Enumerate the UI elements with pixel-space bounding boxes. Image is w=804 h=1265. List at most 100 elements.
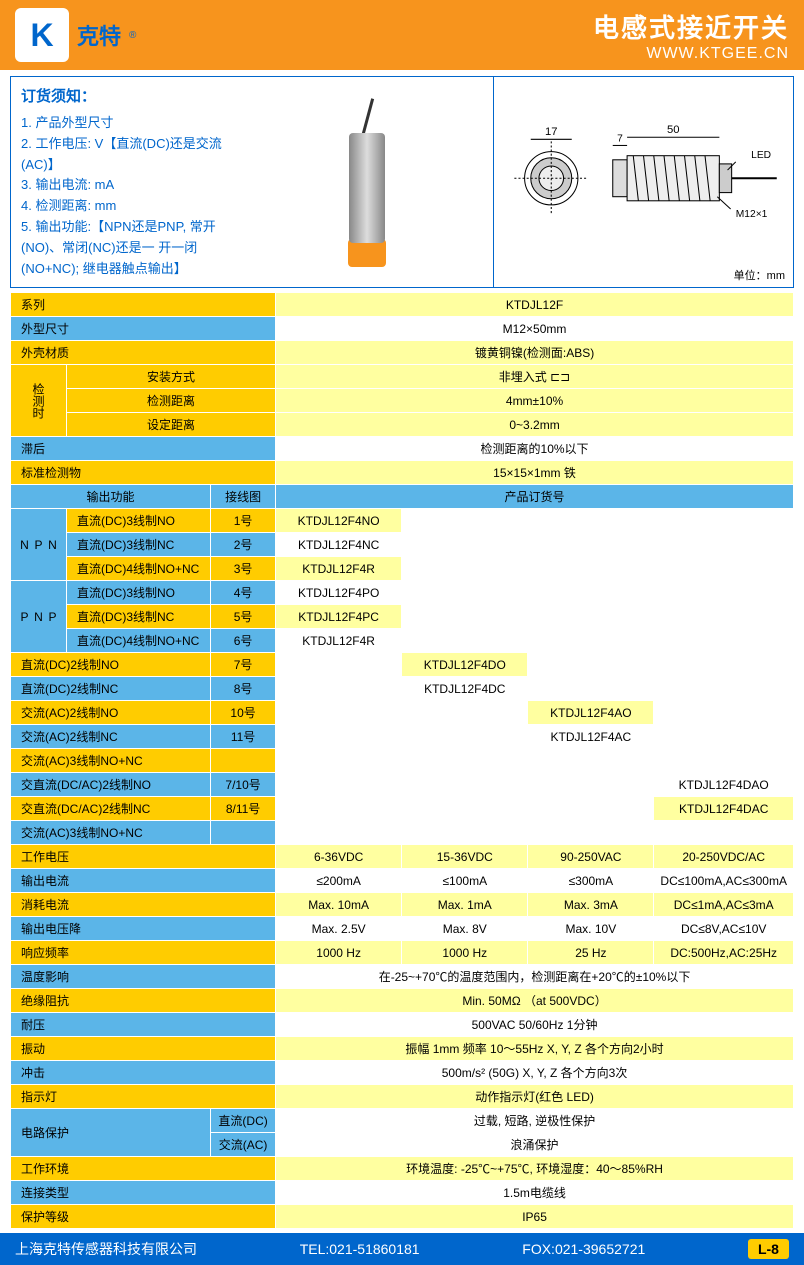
model-wire: 2号 bbox=[211, 533, 276, 557]
model-code bbox=[276, 749, 402, 773]
protection-dc-label: 直流(DC) bbox=[211, 1109, 276, 1133]
model-code bbox=[654, 557, 794, 581]
dimension-unit: 单位：mm bbox=[734, 267, 785, 283]
logo: K 克特 ® bbox=[15, 8, 136, 62]
detection-vert-label: 检测时 bbox=[11, 365, 67, 437]
model-wire: 6号 bbox=[211, 629, 276, 653]
size-value: M12×50mm bbox=[276, 317, 794, 341]
elec-value: Max. 1mA bbox=[402, 893, 528, 917]
env2-value: 1.5m电缆线 bbox=[276, 1181, 794, 1205]
model-code: KTDJL12F4DAC bbox=[654, 797, 794, 821]
dimension-drawing: 17 50 7 LED M12×1 单位：mm bbox=[493, 77, 793, 287]
model-code bbox=[276, 821, 402, 845]
env-value: 500m/s² (50G) X, Y, Z 各个方向3次 bbox=[276, 1061, 794, 1085]
env-label: 冲击 bbox=[11, 1061, 276, 1085]
model-code bbox=[654, 821, 794, 845]
model-wire: 7/10号 bbox=[211, 773, 276, 797]
elec-value: Max. 2.5V bbox=[276, 917, 402, 941]
model-code: KTDJL12F4AO bbox=[528, 701, 654, 725]
model-code bbox=[654, 749, 794, 773]
model-desc: 直流(DC)3线制NC bbox=[67, 533, 211, 557]
material-label: 外壳材质 bbox=[11, 341, 276, 365]
target-label: 标准检测物 bbox=[11, 461, 276, 485]
svg-text:M12×1: M12×1 bbox=[736, 209, 768, 220]
elec-value: ≤300mA bbox=[528, 869, 654, 893]
target-value: 15×15×1mm 铁 bbox=[276, 461, 794, 485]
model-code bbox=[276, 677, 402, 701]
env2-label: 保护等级 bbox=[11, 1205, 276, 1229]
elec-label: 响应频率 bbox=[11, 941, 276, 965]
wire-header: 接线图 bbox=[211, 485, 276, 509]
model-code bbox=[654, 605, 794, 629]
svg-text:17: 17 bbox=[545, 126, 558, 138]
model-desc: 直流(DC)4线制NO+NC bbox=[67, 557, 211, 581]
model-code bbox=[528, 653, 654, 677]
model-code bbox=[528, 533, 654, 557]
material-value: 镀黄铜镍(检测面:ABS) bbox=[276, 341, 794, 365]
spec-table: 系列 KTDJL12F 外型尺寸 M12×50mm 外壳材质 镀黄铜镍(检测面:… bbox=[10, 292, 794, 1229]
model-wire: 5号 bbox=[211, 605, 276, 629]
protection-label: 电路保护 bbox=[11, 1109, 211, 1157]
model-code bbox=[402, 629, 528, 653]
elec-value: DC:500Hz,AC:25Hz bbox=[654, 941, 794, 965]
env-value: 在-25~+70℃的温度范围内，检测距离在+20℃的±10%以下 bbox=[276, 965, 794, 989]
protection-dc-value: 过载, 短路, 逆极性保护 bbox=[276, 1109, 794, 1133]
protection-ac-label: 交流(AC) bbox=[211, 1133, 276, 1157]
model-code bbox=[402, 509, 528, 533]
brand-text: 克特 bbox=[77, 19, 121, 51]
env-value: 500VAC 50/60Hz 1分钟 bbox=[276, 1013, 794, 1037]
svg-text:LED: LED bbox=[751, 150, 771, 161]
model-wire: 11号 bbox=[211, 725, 276, 749]
elec-label: 工作电压 bbox=[11, 845, 276, 869]
page-title: 电感式接近开关 bbox=[593, 8, 789, 45]
model-code: KTDJL12F4NO bbox=[276, 509, 402, 533]
elec-value: ≤200mA bbox=[276, 869, 402, 893]
model-code bbox=[276, 653, 402, 677]
model-code bbox=[528, 797, 654, 821]
model-code bbox=[528, 821, 654, 845]
model-desc: 交流(AC)2线制NO bbox=[11, 701, 211, 725]
model-wire: 10号 bbox=[211, 701, 276, 725]
product-image bbox=[241, 77, 493, 287]
order-item: 5. 输出功能:【NPN还是PNP, 常开(NO)、常闭(NC)还是一 开一闭(… bbox=[21, 217, 231, 279]
registered-icon: ® bbox=[129, 30, 136, 41]
env-label: 指示灯 bbox=[11, 1085, 276, 1109]
footer-company: 上海克特传感器科技有限公司 bbox=[15, 1239, 197, 1259]
elec-value: Max. 10V bbox=[528, 917, 654, 941]
elec-label: 输出电流 bbox=[11, 869, 276, 893]
model-code bbox=[402, 533, 528, 557]
model-wire: 7号 bbox=[211, 653, 276, 677]
model-code bbox=[654, 725, 794, 749]
order-item: 3. 输出电流: mA bbox=[21, 175, 231, 196]
elec-value: 6-36VDC bbox=[276, 845, 402, 869]
footer-tel: TEL:021-51860181 bbox=[300, 1241, 420, 1257]
model-code: KTDJL12F4R bbox=[276, 557, 402, 581]
footer-fax: FOX:021-39652721 bbox=[522, 1241, 645, 1257]
model-code bbox=[276, 701, 402, 725]
model-code: KTDJL12F4R bbox=[276, 629, 402, 653]
model-code bbox=[654, 653, 794, 677]
model-code bbox=[654, 701, 794, 725]
footer: 上海克特传感器科技有限公司 TEL:021-51860181 FOX:021-3… bbox=[0, 1233, 804, 1265]
model-desc: 直流(DC)3线制NO bbox=[67, 581, 211, 605]
model-desc: 交流(AC)3线制NO+NC bbox=[11, 821, 211, 845]
elec-value: Max. 10mA bbox=[276, 893, 402, 917]
elec-value: 90-250VAC bbox=[528, 845, 654, 869]
env-value: 动作指示灯(红色 LED) bbox=[276, 1085, 794, 1109]
elec-value: 25 Hz bbox=[528, 941, 654, 965]
model-code bbox=[654, 629, 794, 653]
top-section: 订货须知： 1. 产品外型尺寸 2. 工作电压: V【直流(DC)还是交流(AC… bbox=[10, 76, 794, 288]
logo-mark: K bbox=[15, 8, 69, 62]
model-code bbox=[402, 821, 528, 845]
series-value: KTDJL12F bbox=[276, 293, 794, 317]
dist-label: 检测距离 bbox=[67, 389, 276, 413]
env2-value: 环境温度: -25℃~+75℃, 环境湿度：40～85%RH bbox=[276, 1157, 794, 1181]
model-code bbox=[528, 773, 654, 797]
order-info: 订货须知： 1. 产品外型尺寸 2. 工作电压: V【直流(DC)还是交流(AC… bbox=[11, 77, 241, 287]
elec-label: 输出电压降 bbox=[11, 917, 276, 941]
elec-value: 1000 Hz bbox=[276, 941, 402, 965]
model-code: KTDJL12F4AC bbox=[528, 725, 654, 749]
order-item: 4. 检测距离: mm bbox=[21, 196, 231, 217]
protection-ac-value: 浪涌保护 bbox=[276, 1133, 794, 1157]
elec-label: 消耗电流 bbox=[11, 893, 276, 917]
